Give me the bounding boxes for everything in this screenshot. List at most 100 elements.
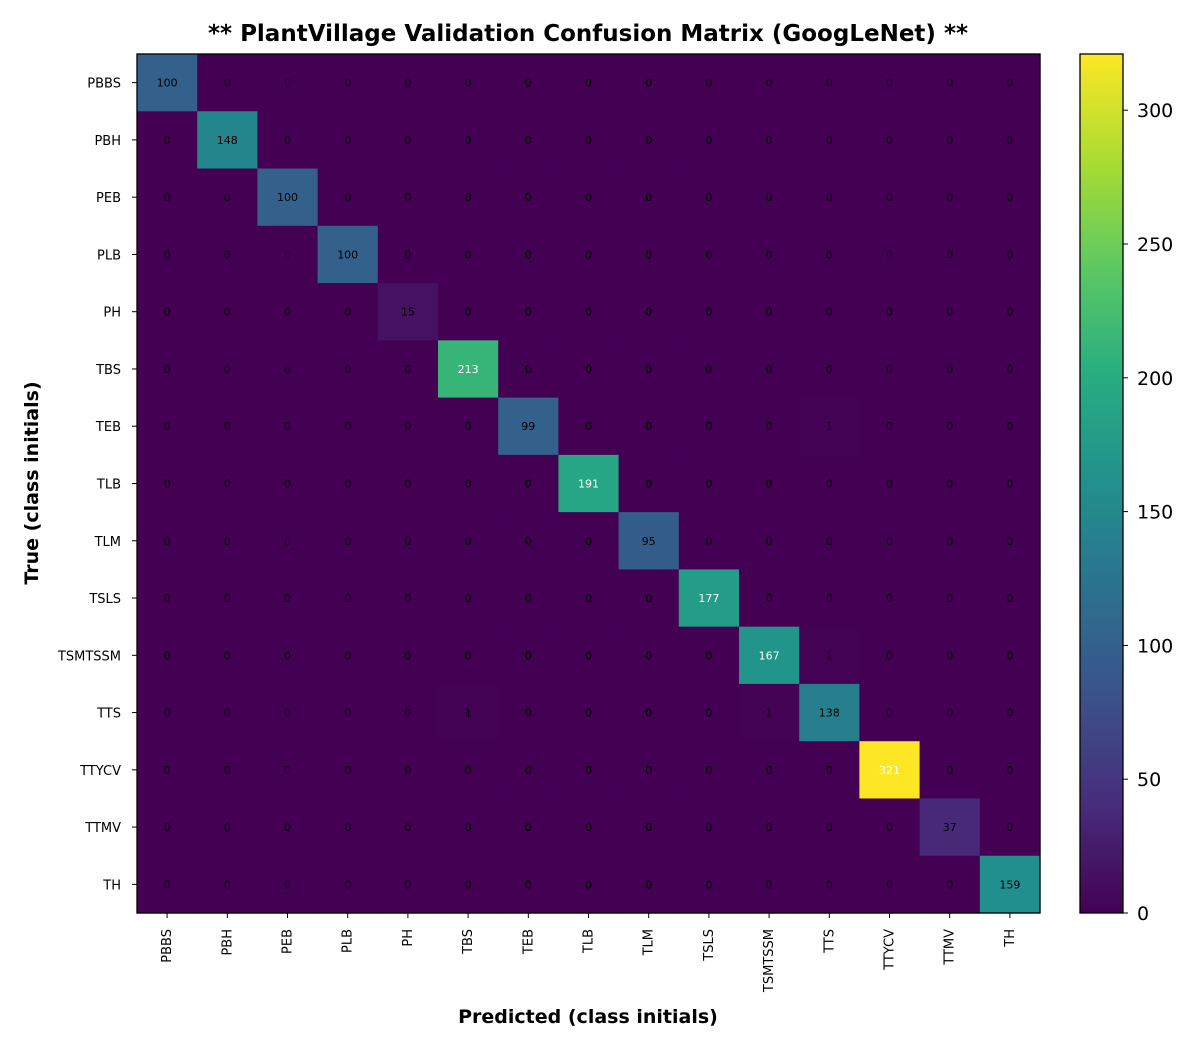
cell-value-label: 0 <box>645 764 652 777</box>
cell-value-label: 0 <box>826 878 833 891</box>
y-axis-ticks: PBBS PBH PEB PLB PH TBS TEB TLB TLM TSLS TSMTSSM TT… <box>57 77 137 893</box>
cell-value-label: 99 <box>521 420 535 433</box>
heatmap-cell <box>197 683 258 742</box>
cell-value-label: 138 <box>819 707 840 720</box>
cell-value-label: 0 <box>585 191 592 204</box>
cell-value-label: 0 <box>886 878 893 891</box>
y-tick-label: PH <box>103 306 121 321</box>
colorbar-tick-label: 300 <box>1137 100 1173 122</box>
cell-value-label: 0 <box>946 77 953 90</box>
y-tick-label: TTMV <box>84 821 121 836</box>
heatmap-cell <box>859 340 921 399</box>
cell-value-label: 0 <box>886 649 893 662</box>
heatmap-cell <box>317 512 379 570</box>
cell-value-label: 0 <box>585 764 592 777</box>
cell-value-label: 0 <box>284 420 291 433</box>
cell-value-label: 159 <box>999 878 1020 891</box>
cell-value-label: 0 <box>344 191 351 204</box>
heatmap-cell <box>739 855 800 914</box>
heatmap-cell <box>618 54 680 112</box>
x-tick-label: PLB <box>341 929 356 953</box>
x-axis-label: Predicted (class initials) <box>458 1006 718 1028</box>
heatmap-cell <box>558 741 620 800</box>
heatmap-cell <box>197 397 258 456</box>
y-tick-label: TSMTSSM <box>57 649 121 664</box>
heatmap-cell <box>799 512 860 570</box>
heatmap-cell <box>377 741 439 800</box>
cell-value-label: 0 <box>404 592 411 605</box>
heatmap-cell <box>678 741 740 800</box>
heatmap-cell <box>438 340 499 399</box>
cell-value-label: 0 <box>886 248 893 261</box>
heatmap-cell <box>498 340 559 399</box>
cell-value-label: 0 <box>344 821 351 834</box>
heatmap-cell <box>678 798 740 857</box>
cell-value-label: 0 <box>525 649 532 662</box>
cell-value-label: 177 <box>698 592 719 605</box>
heatmap-cell <box>317 741 379 800</box>
cell-value-label: 0 <box>284 878 291 891</box>
heatmap-cell <box>678 225 740 284</box>
heatmap-cell <box>377 168 439 227</box>
cell-value-label: 0 <box>224 592 231 605</box>
cell-value-label: 1 <box>826 649 833 662</box>
cell-value-label: 0 <box>344 420 351 433</box>
cell-value-label: 0 <box>224 248 231 261</box>
heatmap-cell <box>558 683 620 742</box>
heatmap-cell <box>979 225 1041 284</box>
cell-value-label: 0 <box>585 878 592 891</box>
cell-value-label: 0 <box>886 191 893 204</box>
heatmap-cell <box>438 54 499 112</box>
cell-value-label: 0 <box>1006 707 1013 720</box>
cell-value-label: 0 <box>224 306 231 319</box>
cell-value-label: 0 <box>1006 191 1013 204</box>
cell-value-label: 0 <box>645 478 652 491</box>
cell-value-label: 0 <box>826 821 833 834</box>
heatmap-cell <box>678 54 740 112</box>
cell-value-label: 0 <box>525 707 532 720</box>
cell-value-label: 0 <box>705 77 712 90</box>
cell-value-label: 0 <box>525 478 532 491</box>
heatmap-cell <box>739 454 800 513</box>
heatmap-cell <box>137 340 198 399</box>
heatmap-cell <box>799 283 860 341</box>
cell-value-label: 0 <box>946 649 953 662</box>
heatmap-cell <box>859 454 921 513</box>
cell-value-label: 0 <box>645 420 652 433</box>
cell-value-label: 0 <box>465 306 472 319</box>
cell-value-label: 0 <box>344 878 351 891</box>
heatmap-cell <box>377 626 439 685</box>
heatmap-cell <box>438 798 499 857</box>
heatmap-cell <box>979 111 1041 170</box>
heatmap-cell <box>377 283 439 341</box>
heatmap-cell <box>979 626 1041 685</box>
x-tick-label: TEB <box>521 929 536 955</box>
heatmap-cell <box>317 340 379 399</box>
colorbar-tick-label: 100 <box>1137 635 1173 657</box>
cell-value-label: 0 <box>465 420 472 433</box>
heatmap-cell <box>498 569 559 628</box>
cell-value-label: 0 <box>344 764 351 777</box>
cell-value-label: 0 <box>164 535 171 548</box>
heatmap-cell <box>558 168 620 227</box>
heatmap-cell <box>799 168 860 227</box>
cell-value-label: 0 <box>404 134 411 147</box>
cell-value-label: 0 <box>164 592 171 605</box>
heatmap-cell <box>979 283 1041 341</box>
heatmap-cell <box>257 512 319 570</box>
cell-value-label: 0 <box>705 478 712 491</box>
heatmap-cell <box>438 855 499 914</box>
heatmap-cell <box>859 855 921 914</box>
heatmap-cell <box>137 741 198 800</box>
cell-value-label: 0 <box>404 821 411 834</box>
cell-value-label: 0 <box>766 420 773 433</box>
cell-value-label: 0 <box>585 821 592 834</box>
heatmap-cell <box>618 683 680 742</box>
cell-value-label: 0 <box>344 592 351 605</box>
heatmap-cell <box>558 340 620 399</box>
heatmap-cell <box>979 798 1041 857</box>
cell-value-label: 0 <box>224 77 231 90</box>
cell-value-label: 0 <box>344 77 351 90</box>
heatmap-cell <box>197 569 258 628</box>
heatmap-cell <box>859 798 921 857</box>
